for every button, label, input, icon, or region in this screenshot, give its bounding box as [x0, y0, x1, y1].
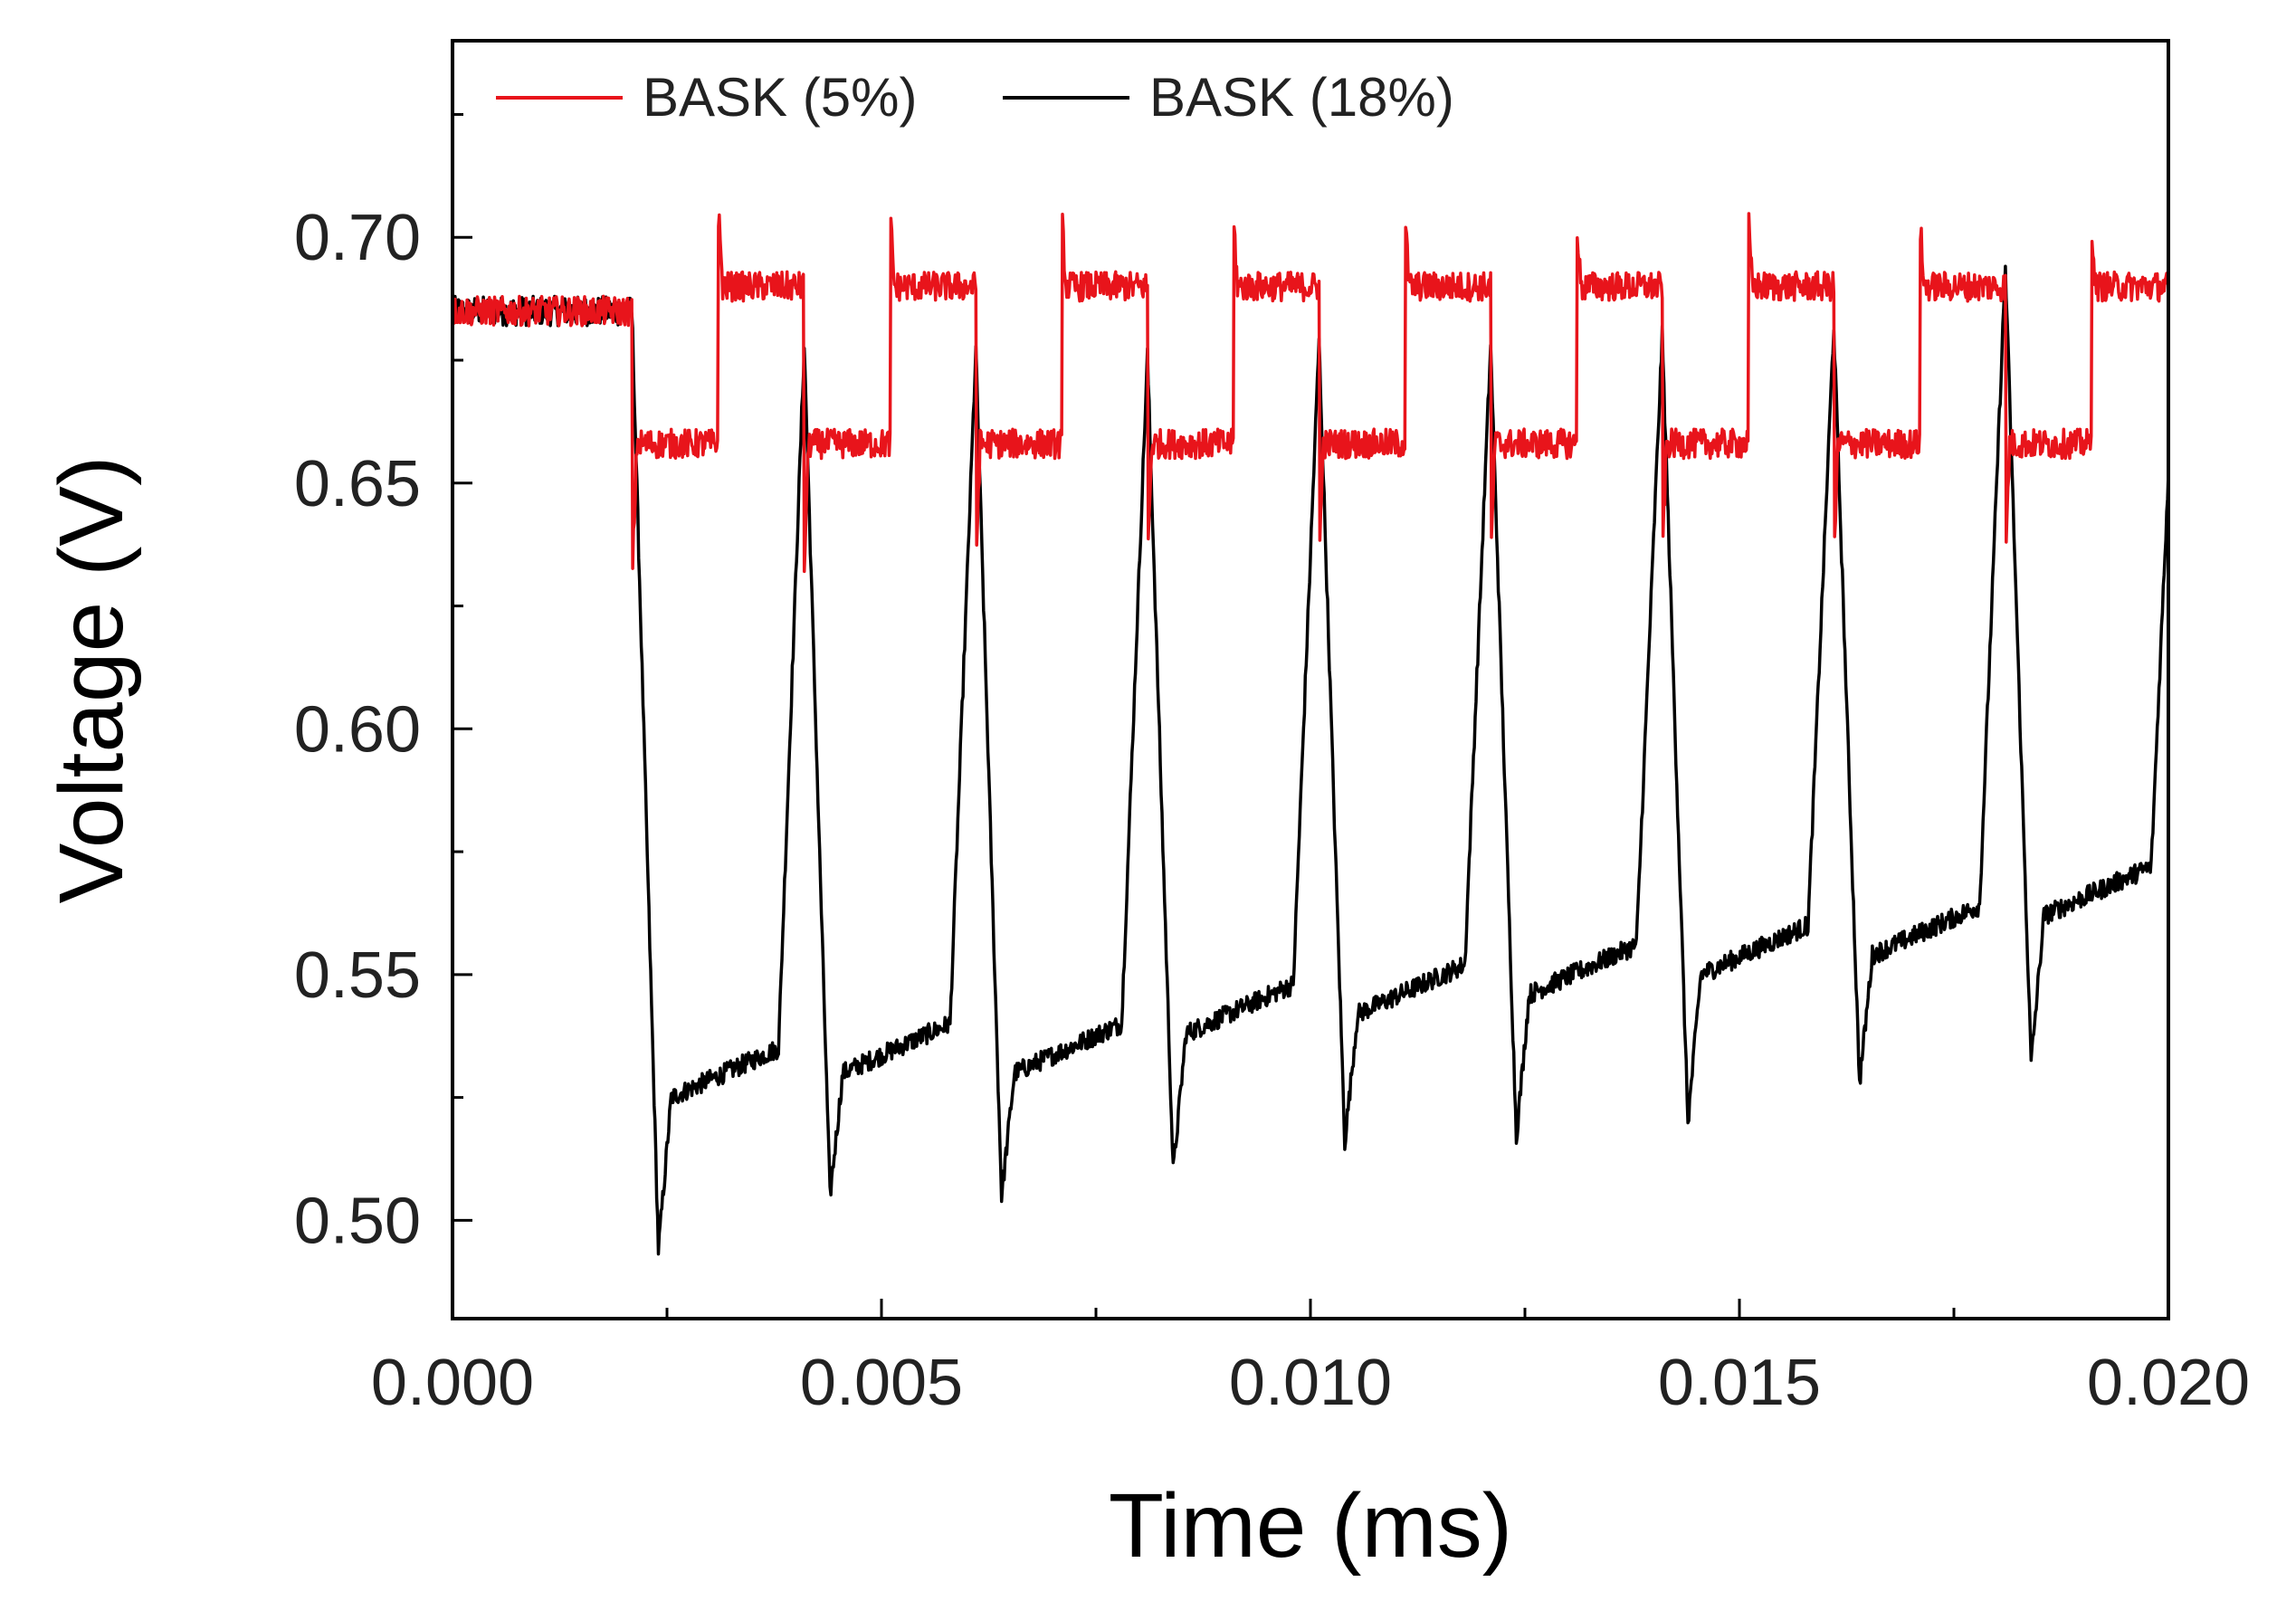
x-tick-label: 0.010	[1229, 1347, 1392, 1419]
y-tick-label: 0.50	[294, 1185, 421, 1257]
series-line-bask-5	[451, 212, 2170, 574]
y-tick-label: 0.55	[294, 939, 421, 1012]
x-tick-label: 0.005	[800, 1347, 963, 1419]
y-axis-title: Voltage (V)	[41, 456, 142, 904]
x-tick-label: 0.015	[1658, 1347, 1821, 1419]
legend: BASK (5%) BASK (18%)	[496, 67, 1454, 128]
y-tick-label: 0.70	[294, 202, 421, 274]
plot-area	[451, 212, 2170, 1256]
x-tick-label: 0.020	[2087, 1347, 2250, 1419]
y-tick-label: 0.65	[294, 448, 421, 520]
legend-label: BASK (5%)	[643, 67, 917, 128]
plot-frame	[451, 39, 2170, 1320]
x-axis-title: Time (ms)	[1109, 1475, 1512, 1577]
legend-label: BASK (18%)	[1149, 67, 1454, 128]
series-line-bask-18	[451, 264, 2170, 1256]
axis-ticks: 0.000 0.005 0.010 0.015 0.020 0.50 0.55 0.60 0.6…	[294, 112, 2250, 1419]
y-tick-label: 0.60	[294, 693, 421, 766]
x-tick-label: 0.000	[371, 1347, 534, 1419]
